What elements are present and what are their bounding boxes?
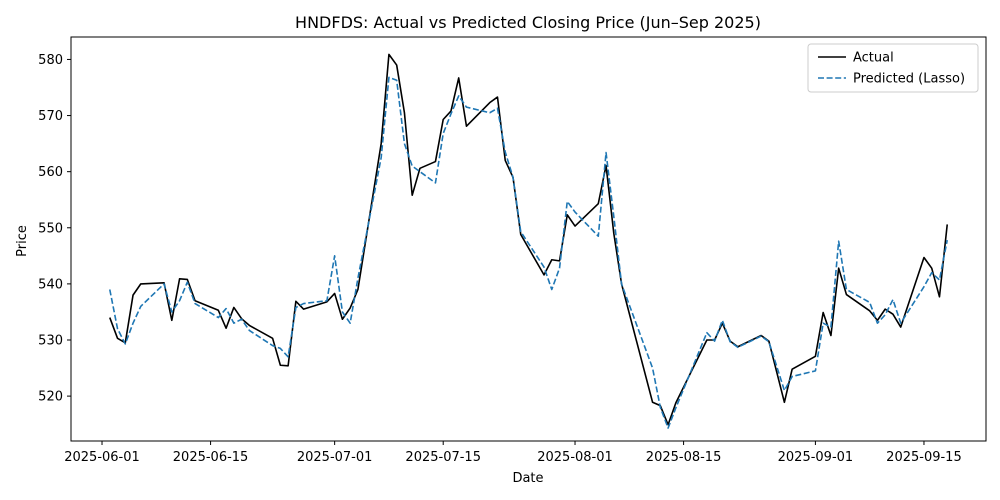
- x-tick-label: 2025-08-01: [537, 450, 613, 465]
- y-tick-label: 540: [38, 277, 63, 292]
- x-tick-label: 2025-07-15: [405, 450, 481, 465]
- y-tick-label: 530: [38, 334, 63, 349]
- series-line-predicted: [108, 76, 949, 429]
- chart-title: HNDFDS: Actual vs Predicted Closing Pric…: [295, 13, 761, 32]
- legend-label: Predicted (Lasso): [853, 72, 965, 87]
- x-tick-label: 2025-07-01: [297, 450, 373, 465]
- x-tick-label: 2025-09-15: [886, 450, 962, 465]
- y-tick-label: 570: [38, 109, 63, 124]
- axes-frame: [70, 36, 987, 442]
- series-line-actual: [109, 53, 949, 426]
- x-tick-label: 2025-09-01: [778, 450, 854, 465]
- legend-label: Actual: [853, 51, 894, 66]
- x-axis-ticks: 2025-06-01 2025-06-15 2025-07-01 2025-07-15…: [64, 441, 962, 465]
- x-tick-label: 2025-06-01: [64, 450, 140, 465]
- y-tick-label: 520: [38, 390, 63, 405]
- y-tick-label: 560: [38, 165, 63, 180]
- plot-area: [70, 36, 987, 442]
- x-axis-label: Date: [512, 471, 543, 486]
- legend-box: [807, 43, 979, 93]
- legend: Actual Predicted (Lasso): [807, 43, 979, 93]
- y-axis-ticks: 520 530 540 550 560 570 580: [38, 53, 71, 405]
- y-tick-label: 550: [38, 221, 63, 236]
- y-tick-label: 580: [38, 53, 63, 68]
- x-tick-label: 2025-06-15: [173, 450, 249, 465]
- x-tick-label: 2025-08-15: [646, 450, 722, 465]
- y-axis-label: Price: [15, 225, 30, 257]
